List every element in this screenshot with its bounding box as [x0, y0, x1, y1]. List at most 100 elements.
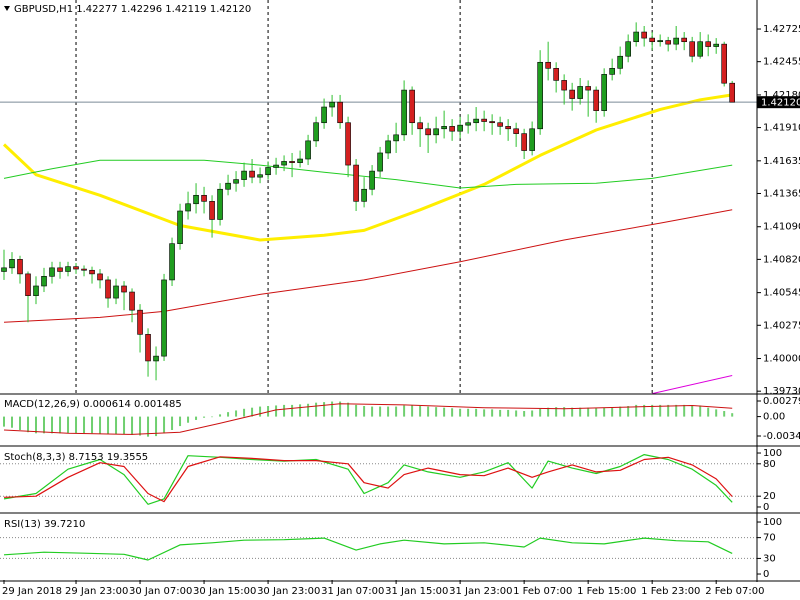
y-tick-label: 1.40820 — [763, 254, 800, 265]
candle-body — [713, 43, 719, 47]
candle-body — [705, 41, 711, 47]
candle-body — [673, 37, 679, 45]
pane-title: GBPUSD,H1 1.42277 1.42296 1.42119 1.4212… — [14, 4, 251, 15]
pane-title: Stoch(8,3,3) 8.7153 19.3555 — [4, 452, 148, 463]
y-tick-label: 0 — [763, 569, 769, 580]
candle-body — [729, 82, 735, 103]
symbol-icon — [4, 6, 10, 11]
candle-body — [537, 61, 543, 130]
pane-title: MACD(12,26,9) 0.000614 0.001485 — [4, 399, 182, 410]
candle-body — [265, 167, 271, 176]
y-tick-label: 0.002799 — [763, 396, 800, 407]
y-tick-label: 1.41635 — [763, 156, 800, 167]
price-label-box — [757, 96, 800, 109]
y-tick-label: 1.42180 — [763, 90, 800, 101]
candle-body — [281, 161, 287, 166]
candle-body — [377, 152, 383, 172]
candle-body — [321, 106, 327, 124]
candle-body — [161, 279, 167, 357]
y-tick-label: 1.39730 — [763, 386, 800, 397]
x-tick-label: 30 Jan 23:00 — [257, 586, 320, 597]
price-label: 1.42120 — [761, 98, 800, 109]
candle-body — [73, 266, 79, 270]
candle-body — [417, 122, 423, 130]
candle-body — [497, 122, 503, 127]
candle-body — [81, 268, 87, 271]
candle-body — [33, 285, 39, 296]
candle-body — [409, 89, 415, 124]
candle-body — [545, 61, 551, 69]
x-tick-label: 29 Jan 2018 — [2, 586, 62, 597]
candle-body — [273, 164, 279, 168]
x-tick-label: 29 Jan 23:00 — [65, 586, 128, 597]
candle-body — [41, 276, 47, 287]
candle-body — [689, 41, 695, 57]
signal-line — [3, 403, 733, 435]
candle-body — [489, 121, 495, 124]
candle-body — [17, 259, 23, 275]
y-tick-label: 0 — [763, 502, 769, 513]
candle-body — [697, 41, 703, 57]
candle-body — [425, 128, 431, 136]
x-tick-label: 1 Feb 23:00 — [641, 586, 700, 597]
candle-body — [137, 309, 143, 335]
pane-title: RSI(13) 39.7210 — [4, 519, 85, 530]
candle-body — [393, 134, 399, 142]
candle-body — [113, 285, 119, 299]
y-tick-label: 0.00 — [763, 412, 785, 423]
candle-body — [329, 101, 335, 108]
candle-body — [225, 182, 231, 190]
y-tick-label: 1.40275 — [763, 320, 800, 331]
moving-average — [652, 375, 733, 395]
candle-body — [193, 194, 199, 205]
candle-body — [721, 43, 727, 84]
x-tick-label: 2 Feb 07:00 — [705, 586, 764, 597]
candle-body — [121, 285, 127, 293]
candle-body — [257, 174, 263, 178]
candle-body — [153, 355, 159, 362]
candle-body — [641, 31, 647, 39]
candle-body — [209, 201, 215, 220]
candle-body — [289, 161, 295, 163]
candle-body — [233, 179, 239, 184]
candle-body — [177, 210, 183, 244]
candle-body — [465, 122, 471, 126]
y-tick-label: 1.40545 — [763, 288, 800, 299]
candle-body — [9, 259, 15, 269]
candle-body — [649, 37, 655, 43]
moving-average — [3, 159, 733, 189]
y-tick-label: 70 — [763, 533, 776, 544]
candle-body — [369, 170, 375, 190]
candle-body — [89, 269, 95, 275]
y-tick-label: 100 — [763, 448, 782, 459]
candle-body — [617, 55, 623, 69]
candle-body — [345, 122, 351, 166]
candle-body — [217, 188, 223, 220]
moving-average — [2, 93, 733, 242]
candle-body — [129, 291, 135, 311]
candle-body — [665, 40, 671, 45]
candle-body — [609, 68, 615, 75]
candle-body — [681, 37, 687, 43]
y-tick-label: 20 — [763, 491, 776, 502]
candle-body — [201, 194, 207, 202]
candle-body — [657, 40, 663, 43]
x-tick-label: 31 Jan 15:00 — [385, 586, 448, 597]
candle-body — [569, 89, 575, 99]
candle-body — [457, 124, 463, 132]
x-tick-label: 1 Feb 15:00 — [577, 586, 636, 597]
x-tick-label: 31 Jan 07:00 — [321, 586, 384, 597]
candle-body — [97, 273, 103, 281]
y-tick-label: 1.41365 — [763, 188, 800, 199]
y-tick-label: 100 — [763, 517, 782, 528]
y-tick-label: 1.42725 — [763, 24, 800, 35]
candle-body — [529, 128, 535, 151]
y-tick-label: 1.41910 — [763, 123, 800, 134]
candle-body — [521, 133, 527, 151]
x-tick-label: 30 Jan 15:00 — [193, 586, 256, 597]
indicator-line — [3, 537, 733, 561]
y-tick-label: 1.41090 — [763, 222, 800, 233]
candle-body — [297, 158, 303, 163]
